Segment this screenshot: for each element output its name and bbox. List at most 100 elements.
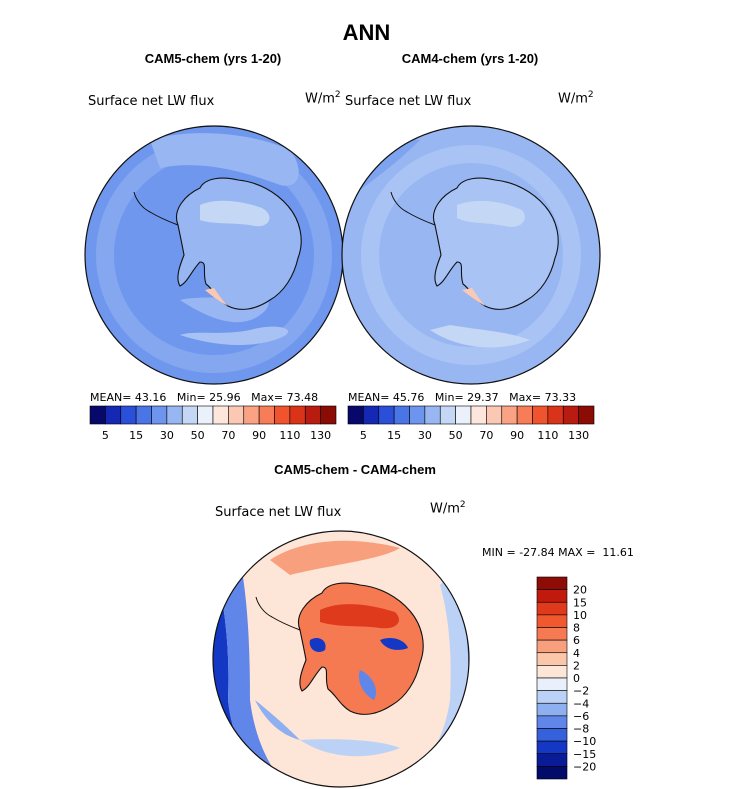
panel3-colorbar-tick: −20 — [573, 760, 596, 773]
figure-title: ANN — [342, 20, 391, 45]
panel2-title: CAM4-chem (yrs 1-20) — [401, 51, 539, 66]
panel2-colorbar-tick: 70 — [479, 429, 493, 442]
panel1-colorbar-tick: 130 — [310, 429, 331, 442]
panel3-map — [212, 530, 470, 788]
panel3-colorbar-swatch — [536, 715, 568, 729]
panel3-border — [212, 530, 470, 788]
panel1-colorbar-swatch — [89, 405, 106, 425]
panel3-colorbar-tick: 20 — [573, 584, 587, 597]
panel1-warm-patch — [205, 288, 228, 306]
panel3-cold-spot-1 — [309, 638, 326, 652]
panel3-warm-core — [320, 604, 400, 629]
panel1-colorbar-swatch — [212, 405, 229, 425]
panel1-mean-label: MEAN= — [90, 391, 132, 404]
panel3-colorbar-swatch — [536, 576, 568, 590]
panel3-colorbar-swatch — [536, 652, 568, 666]
panel1-colorbar-swatch — [258, 405, 275, 425]
panel2-units: W/m2 — [558, 90, 594, 107]
panel2-stats: MEAN= 45.76 Min= 29.37 Max= 73.33 — [348, 391, 576, 404]
panel3-colorbar-tick: 0 — [573, 672, 580, 685]
panel1-colorbar-swatch — [243, 405, 260, 425]
panel2-colorbar-tick: 5 — [360, 429, 367, 442]
panel3-variable: Surface net LW flux — [215, 505, 342, 520]
panel2-mean-label: MEAN= — [348, 391, 390, 404]
panel1-colorbar-tick: 30 — [160, 429, 174, 442]
panel1-min: 25.96 — [209, 391, 241, 404]
panel1-colorbar-swatch — [274, 405, 291, 425]
panel3-colorbar-tick: −15 — [573, 748, 596, 761]
panel2-max-label: Max= — [509, 391, 542, 404]
panel3-colorbar-swatch — [536, 639, 568, 654]
panel2-colorbar-swatch — [578, 405, 595, 425]
panel3-colorbar-swatch — [536, 766, 568, 780]
panel3-colorbar-swatch — [536, 728, 568, 742]
panel3-min: -27.84 — [519, 546, 555, 559]
panel1-colorbar-tick: 70 — [221, 429, 235, 442]
panel3-colorbar-swatch — [536, 627, 568, 641]
panel1-colorbar-swatch — [228, 405, 245, 425]
panel2-colorbar-swatch — [470, 405, 487, 425]
panel3-colorbar-tick: 8 — [573, 622, 580, 635]
panel2-max: 73.33 — [544, 391, 577, 404]
panel3-colorbar-swatch — [536, 601, 568, 616]
panel2-colorbar-swatch — [516, 405, 533, 425]
panel1-colorbar-swatch — [135, 405, 152, 425]
panel1-max-label: Max= — [251, 391, 284, 404]
panel3-colorbar-swatch — [536, 690, 568, 704]
panel3-cold-spot-3 — [358, 670, 377, 700]
panel3-cold-spot-2 — [380, 637, 408, 650]
panel1-colorbar-tick: 15 — [129, 429, 143, 442]
panel3-colorbar-tick: 6 — [573, 634, 580, 647]
panel2-peninsula — [390, 191, 436, 226]
panel2-colorbar-tick: 30 — [418, 429, 432, 442]
panel2-colorbar-tick: 110 — [537, 429, 558, 442]
panel3-max: 11.61 — [602, 546, 634, 559]
panel1-map — [84, 125, 344, 385]
panel2-colorbar-swatch — [424, 405, 441, 425]
panel1-colorbar-swatch — [320, 405, 337, 425]
panel3-colorbar-tick: 4 — [573, 647, 580, 660]
panel1-stats: MEAN= 43.16 Min= 25.96 Max= 73.48 — [90, 391, 318, 404]
panel2-min-label: Min= — [434, 391, 464, 404]
panel3-colorbar-swatch — [536, 753, 568, 767]
panel1-colorbar-tick: 50 — [191, 429, 205, 442]
panel2-colorbar-swatch — [439, 405, 456, 425]
panel1-min-label: Min= — [176, 391, 206, 404]
panel3-colorbar-tick: −10 — [573, 735, 596, 748]
panel2-min: 29.37 — [467, 391, 499, 404]
panel1-colorbar-tick: 5 — [102, 429, 109, 442]
panel1-title: CAM5-chem (yrs 1-20) — [144, 51, 282, 66]
panel1-variable: Surface net LW flux — [88, 94, 215, 109]
panel2-colorbar: 5 15 30 50 70 90 110 130 — [347, 405, 595, 442]
panel2-colorbar-swatch — [486, 405, 503, 425]
panel2-colorbar-tick: 130 — [568, 429, 589, 442]
panel3-colorbar-swatch — [536, 665, 568, 679]
panel1-colorbar-swatch — [304, 405, 321, 425]
panel3-colorbar-swatch — [536, 614, 568, 628]
panel1-mean: 43.16 — [134, 391, 167, 404]
panel3-colorbar-swatch — [536, 740, 568, 755]
panel1-colorbar-swatch — [289, 405, 306, 425]
panel1-colorbar-swatch — [181, 405, 198, 425]
panel3-colorbar-tick: −2 — [573, 685, 589, 698]
panel1-plateau — [200, 200, 270, 227]
panel2-colorbar-swatch — [378, 405, 395, 425]
panel3-peninsula — [255, 596, 301, 631]
panel1-max: 73.48 — [286, 391, 319, 404]
panel2-colorbar-swatch — [455, 405, 472, 425]
panel3-colorbar-tick: 10 — [573, 609, 587, 622]
panel3-colorbar-tick: −6 — [573, 710, 589, 723]
panel1-colorbar-swatch — [105, 405, 122, 425]
panel2-border — [341, 125, 601, 385]
panel1-colorbar-swatch — [197, 405, 214, 425]
panel2-map — [341, 125, 601, 385]
panel3-colorbar-swatch — [536, 702, 568, 717]
panel2-colorbar-swatch — [393, 405, 410, 425]
panel3-max-label: MAX = — [558, 546, 596, 559]
panel2-warm-patch — [462, 288, 485, 306]
panel3-title: CAM5-chem - CAM4-chem — [274, 462, 436, 477]
panel2-colorbar-tick: 50 — [449, 429, 463, 442]
panel1-colorbar-swatch — [166, 405, 183, 425]
panel2-mean: 45.76 — [392, 391, 425, 404]
